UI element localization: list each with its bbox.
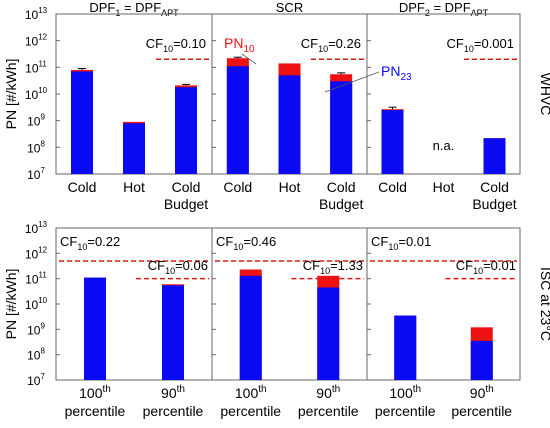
cf-label: CF10=0.06 <box>148 258 208 276</box>
y-tick-label: 109 <box>27 113 45 129</box>
y-tick-label: 1011 <box>25 271 47 287</box>
y-axis-label: PN [#/kWh] <box>3 269 19 340</box>
category-label: 90th <box>470 384 494 401</box>
y-tick-label: 108 <box>27 347 45 363</box>
y-tick-label: 109 <box>27 321 45 337</box>
legend-pn23: PN23 <box>381 63 412 83</box>
category-label: Cold <box>172 179 201 195</box>
category-label: Budget <box>472 196 516 212</box>
cf-label: CF10=1.33 <box>303 258 363 276</box>
y-tick-label: 1011 <box>25 59 47 75</box>
panel-1-1: 100th percentile 90th percentile CF10=0.46 CF… <box>211 227 368 419</box>
bar-pn23 <box>483 138 506 174</box>
category-label: Cold <box>480 179 509 195</box>
category-label: Hot <box>279 179 301 195</box>
bar-pn23 <box>71 71 93 174</box>
y-tick-label: 107 <box>27 166 45 182</box>
row-label: ISC at 23°C <box>538 267 550 341</box>
panel-1-0: 100th percentile 90th percentile CF10=0.22 CF… <box>55 227 213 419</box>
bar-pn23 <box>84 277 106 380</box>
panel-title-dpf2: DPF2 = DPFAPT <box>399 0 489 18</box>
category-label: percentile <box>298 403 359 419</box>
category-label: Hot <box>433 179 455 195</box>
cf-label: CF10=0.001 <box>447 36 514 54</box>
cf-label: CF10=0.26 <box>301 36 361 54</box>
legend-leader <box>324 71 380 93</box>
bar-pn23 <box>175 87 197 174</box>
category-label: 90th <box>161 384 185 401</box>
category-label: Budget <box>164 196 208 212</box>
bar-pn23 <box>381 110 404 174</box>
category-label: 100th <box>389 384 421 401</box>
category-label: percentile <box>65 403 126 419</box>
bar-pn23 <box>162 285 184 380</box>
cf-label: CF10=0.10 <box>146 36 206 54</box>
legend-pn10: PN10 <box>224 35 255 55</box>
na-label: n.a. <box>433 138 455 153</box>
category-label: Budget <box>319 196 363 212</box>
category-label: Hot <box>123 179 145 195</box>
y-tick-label: 1012 <box>25 33 48 49</box>
panel-1-2: 100th percentile 90th percentile CF10=0.01 CF… <box>366 227 521 419</box>
category-label: Cold <box>68 179 97 195</box>
y-tick-label: 1013 <box>25 220 48 236</box>
bar-pn23 <box>470 340 493 380</box>
bar-pn23 <box>330 81 353 174</box>
y-tick-label: 108 <box>27 139 45 155</box>
bar-pn23 <box>278 75 301 174</box>
bar-pn23 <box>394 315 417 380</box>
y-axis-label: PN [#/kWh] <box>3 59 19 130</box>
cf-label: CF10=0.01 <box>456 258 516 276</box>
category-label: percentile <box>143 403 204 419</box>
category-label: Cold <box>223 179 252 195</box>
bar-pn23 <box>317 287 340 380</box>
y-tick-label: 1013 <box>25 6 48 22</box>
bar-pn23 <box>123 123 145 174</box>
panel-title-dpf1: DPF1 = DPFAPT <box>89 0 179 18</box>
y-tick-label: 1012 <box>25 245 48 261</box>
cf-label: CF10=0.46 <box>216 234 276 252</box>
category-label: Cold <box>327 179 356 195</box>
category-label: percentile <box>451 403 512 419</box>
bar-pn23 <box>226 66 249 174</box>
y-tick-label: 1010 <box>25 296 48 312</box>
cf-label: CF10=0.01 <box>371 234 431 252</box>
panel-title-scr: SCR <box>276 0 303 15</box>
row-label: WHVC <box>538 73 550 116</box>
legend-leader <box>241 53 257 65</box>
category-label: percentile <box>375 403 436 419</box>
category-label: 100th <box>79 384 111 401</box>
y-tick-label: 1010 <box>25 86 48 102</box>
category-label: 90th <box>316 384 340 401</box>
category-label: 100th <box>235 384 267 401</box>
category-label: Cold <box>378 179 407 195</box>
category-label: percentile <box>220 403 281 419</box>
bar-pn23 <box>239 275 262 380</box>
y-tick-label: 107 <box>27 372 45 388</box>
cf-label: CF10=0.22 <box>60 234 120 252</box>
